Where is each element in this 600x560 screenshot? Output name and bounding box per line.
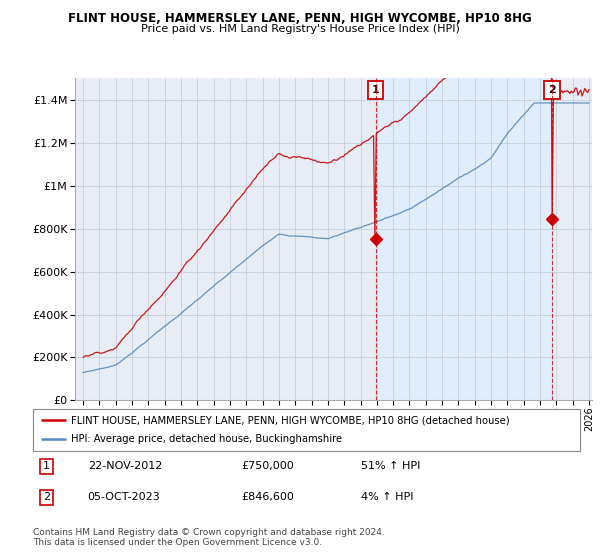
Text: 51% ↑ HPI: 51% ↑ HPI [361, 461, 421, 472]
Text: 05-OCT-2023: 05-OCT-2023 [88, 492, 160, 502]
Text: FLINT HOUSE, HAMMERSLEY LANE, PENN, HIGH WYCOMBE, HP10 8HG (detached house): FLINT HOUSE, HAMMERSLEY LANE, PENN, HIGH… [71, 415, 510, 425]
Bar [376, 78, 552, 400]
Text: £846,600: £846,600 [241, 492, 294, 502]
Text: FLINT HOUSE, HAMMERSLEY LANE, PENN, HIGH WYCOMBE, HP10 8HG: FLINT HOUSE, HAMMERSLEY LANE, PENN, HIGH… [68, 12, 532, 25]
Text: Contains HM Land Registry data © Crown copyright and database right 2024.
This d: Contains HM Land Registry data © Crown c… [33, 528, 385, 547]
Text: 1: 1 [43, 461, 50, 472]
Text: HPI: Average price, detached house, Buckinghamshire: HPI: Average price, detached house, Buck… [71, 435, 343, 445]
Text: 1: 1 [371, 85, 379, 95]
Text: £750,000: £750,000 [241, 461, 293, 472]
Text: 4% ↑ HPI: 4% ↑ HPI [361, 492, 414, 502]
Text: 22-NOV-2012: 22-NOV-2012 [88, 461, 162, 472]
FancyBboxPatch shape [33, 409, 580, 451]
Text: Price paid vs. HM Land Registry's House Price Index (HPI): Price paid vs. HM Land Registry's House … [140, 24, 460, 34]
Text: 2: 2 [548, 85, 556, 95]
Text: 2: 2 [43, 492, 50, 502]
